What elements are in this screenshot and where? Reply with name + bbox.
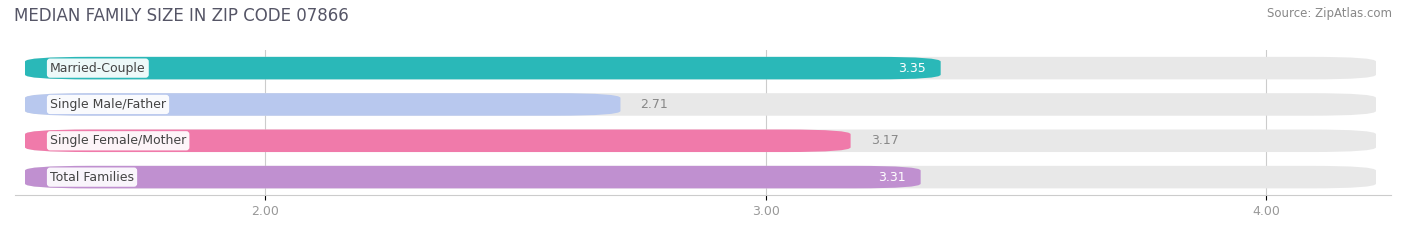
Text: MEDIAN FAMILY SIZE IN ZIP CODE 07866: MEDIAN FAMILY SIZE IN ZIP CODE 07866: [14, 7, 349, 25]
Text: Single Female/Mother: Single Female/Mother: [51, 134, 186, 147]
FancyBboxPatch shape: [25, 57, 1376, 79]
Text: 2.71: 2.71: [641, 98, 668, 111]
Text: 3.35: 3.35: [898, 62, 925, 75]
Text: Single Male/Father: Single Male/Father: [51, 98, 166, 111]
FancyBboxPatch shape: [25, 166, 1376, 188]
Text: Total Families: Total Families: [51, 171, 134, 184]
FancyBboxPatch shape: [25, 130, 851, 152]
FancyBboxPatch shape: [25, 93, 620, 116]
Text: Source: ZipAtlas.com: Source: ZipAtlas.com: [1267, 7, 1392, 20]
FancyBboxPatch shape: [25, 93, 1376, 116]
Text: Married-Couple: Married-Couple: [51, 62, 146, 75]
FancyBboxPatch shape: [25, 130, 1376, 152]
Text: 3.17: 3.17: [870, 134, 898, 147]
Text: 3.31: 3.31: [877, 171, 905, 184]
FancyBboxPatch shape: [25, 57, 941, 79]
FancyBboxPatch shape: [25, 166, 921, 188]
